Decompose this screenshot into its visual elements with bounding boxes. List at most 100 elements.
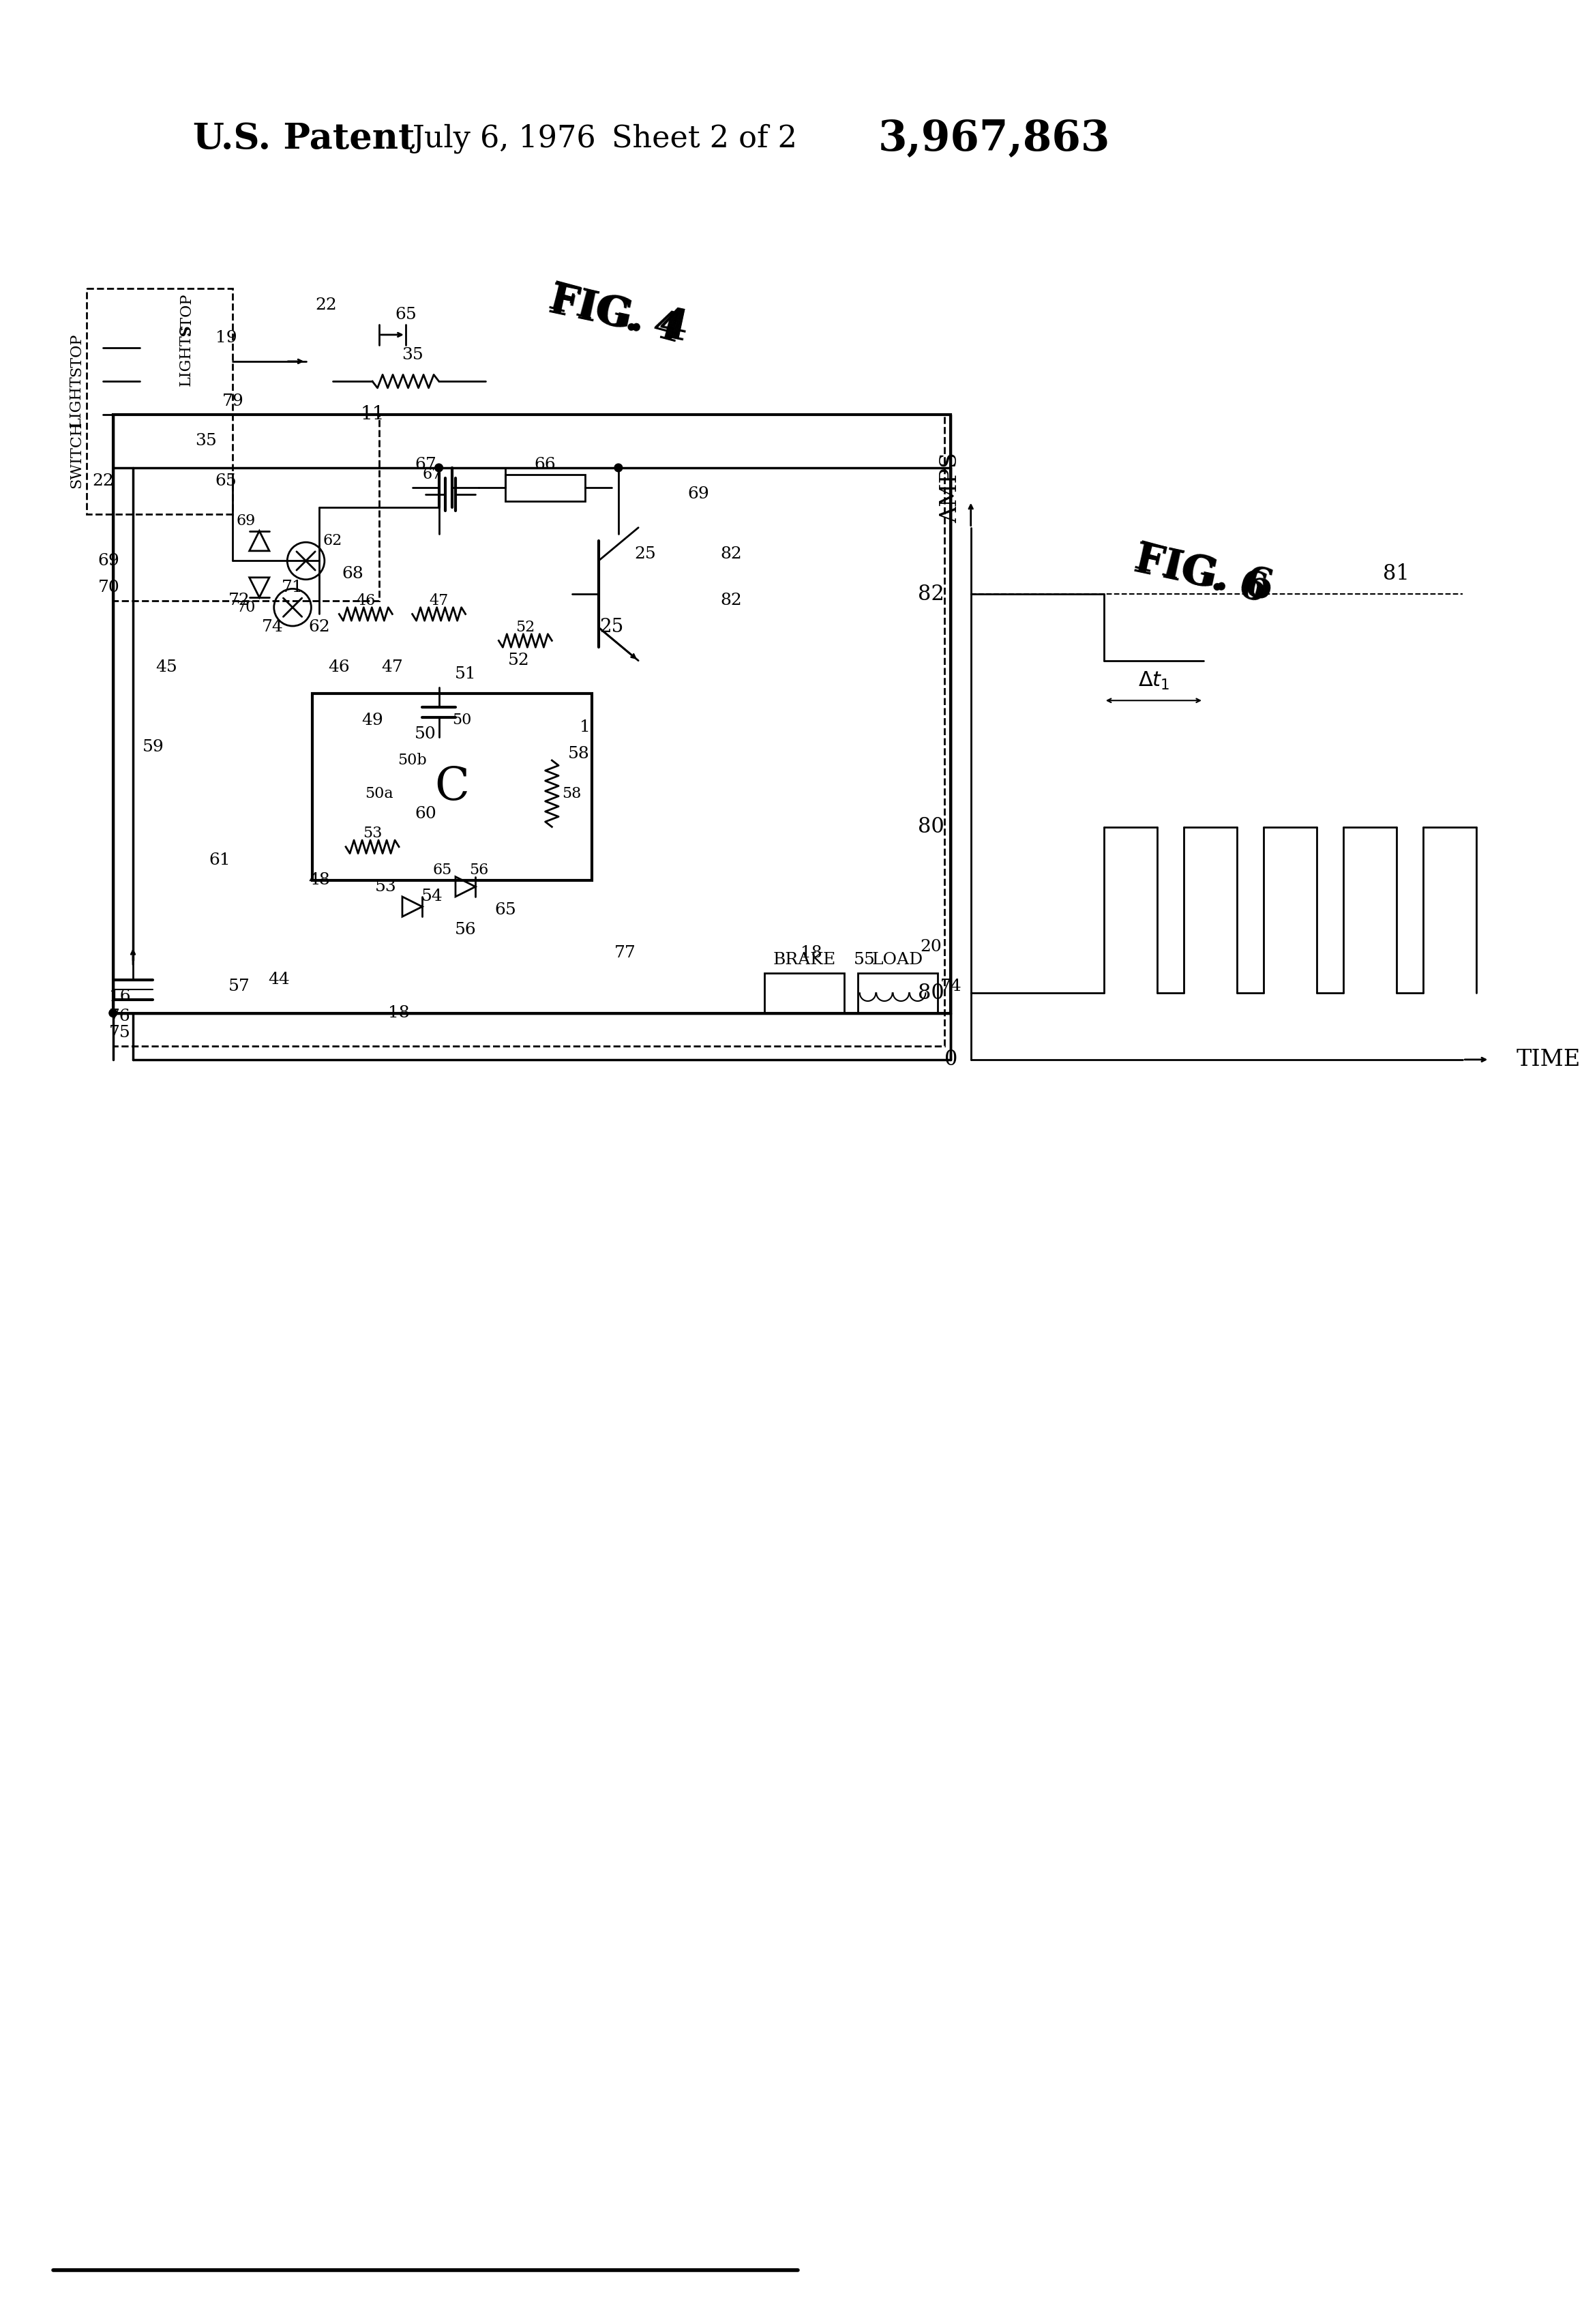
Text: 67: 67 bbox=[422, 467, 441, 481]
Text: 52: 52 bbox=[516, 621, 535, 634]
Bar bbox=[87, 288, 233, 514]
Text: 51: 51 bbox=[454, 667, 476, 681]
Text: TIME: TIME bbox=[1516, 1048, 1580, 1071]
Text: 79: 79 bbox=[221, 393, 244, 409]
Text: 53: 53 bbox=[362, 825, 381, 841]
Text: 59: 59 bbox=[142, 739, 165, 755]
Bar bbox=[112, 414, 380, 602]
Text: 54: 54 bbox=[421, 888, 443, 904]
Text: Sheet 2 of 2: Sheet 2 of 2 bbox=[612, 123, 797, 153]
Text: 25: 25 bbox=[634, 546, 657, 562]
Text: SWITCH: SWITCH bbox=[70, 421, 84, 488]
Circle shape bbox=[435, 465, 443, 472]
Text: $\Delta t_1$: $\Delta t_1$ bbox=[1137, 669, 1169, 690]
Text: 69: 69 bbox=[98, 553, 120, 569]
Text: 65: 65 bbox=[215, 474, 237, 488]
Text: 56: 56 bbox=[454, 923, 476, 939]
Text: 56: 56 bbox=[470, 862, 489, 878]
Bar bbox=[112, 414, 951, 1013]
Text: 69: 69 bbox=[236, 514, 256, 528]
Text: 48: 48 bbox=[308, 872, 331, 888]
Text: 60: 60 bbox=[414, 806, 437, 820]
Bar bbox=[764, 974, 845, 1013]
Text: 49: 49 bbox=[362, 713, 383, 727]
Text: LIGHTS: LIGHTS bbox=[179, 323, 193, 386]
Text: 75: 75 bbox=[109, 1025, 131, 1041]
Text: C: C bbox=[435, 765, 470, 809]
Text: 11: 11 bbox=[361, 404, 384, 423]
Text: 70: 70 bbox=[236, 600, 256, 616]
Text: 58: 58 bbox=[568, 746, 590, 762]
Text: LIGHT: LIGHT bbox=[70, 376, 84, 428]
Bar bbox=[505, 474, 585, 502]
Text: 71: 71 bbox=[282, 579, 304, 595]
Text: 68: 68 bbox=[342, 567, 364, 581]
Text: 82: 82 bbox=[721, 546, 742, 562]
Text: FIG. 6: FIG. 6 bbox=[1131, 539, 1270, 609]
Text: 50a: 50a bbox=[365, 786, 394, 802]
Text: 67: 67 bbox=[414, 456, 437, 472]
Text: 65: 65 bbox=[432, 862, 452, 878]
Text: FIG. 4: FIG. 4 bbox=[546, 279, 685, 351]
Text: 35: 35 bbox=[402, 346, 422, 363]
Text: 45: 45 bbox=[155, 660, 177, 674]
Text: LOAD: LOAD bbox=[872, 953, 924, 967]
Text: 46: 46 bbox=[329, 660, 350, 674]
Text: 81: 81 bbox=[1383, 565, 1410, 586]
Text: 20: 20 bbox=[921, 939, 941, 955]
Bar bbox=[313, 695, 592, 881]
Text: STOP: STOP bbox=[179, 293, 193, 337]
Text: 3,967,863: 3,967,863 bbox=[878, 119, 1111, 158]
Text: 44: 44 bbox=[269, 971, 290, 988]
Text: 74: 74 bbox=[940, 978, 962, 995]
Text: 25: 25 bbox=[600, 618, 623, 637]
Bar bbox=[112, 414, 944, 1046]
Text: 16: 16 bbox=[109, 988, 130, 1004]
Text: 50: 50 bbox=[452, 713, 471, 727]
Text: 52: 52 bbox=[508, 653, 530, 669]
Text: 65: 65 bbox=[395, 307, 416, 323]
Text: 47: 47 bbox=[381, 660, 403, 674]
Text: FIG. 6: FIG. 6 bbox=[1131, 539, 1277, 609]
Text: 35: 35 bbox=[195, 432, 217, 449]
Text: 66: 66 bbox=[535, 456, 557, 472]
Text: 50: 50 bbox=[414, 725, 437, 741]
Text: STOP: STOP bbox=[70, 332, 84, 376]
Text: 65: 65 bbox=[495, 902, 516, 918]
Text: 46: 46 bbox=[356, 593, 375, 609]
Text: 82: 82 bbox=[918, 583, 944, 604]
Text: 47: 47 bbox=[429, 593, 449, 609]
Text: U.S. Patent: U.S. Patent bbox=[193, 121, 414, 156]
Text: July 6, 1976: July 6, 1976 bbox=[413, 123, 596, 153]
Text: FIG. 4: FIG. 4 bbox=[546, 281, 691, 349]
Text: 80: 80 bbox=[918, 983, 944, 1004]
Text: 80: 80 bbox=[918, 816, 944, 837]
Text: AMPS: AMPS bbox=[940, 453, 962, 523]
Text: 22: 22 bbox=[315, 297, 337, 314]
Text: 0: 0 bbox=[944, 1048, 957, 1069]
Text: 74: 74 bbox=[261, 621, 283, 634]
Text: 62: 62 bbox=[308, 621, 331, 634]
Text: 58: 58 bbox=[562, 786, 582, 802]
Text: 1: 1 bbox=[579, 718, 590, 734]
Text: 19: 19 bbox=[215, 330, 237, 346]
Text: 82: 82 bbox=[721, 593, 742, 609]
Text: 22: 22 bbox=[92, 474, 114, 488]
Text: 57: 57 bbox=[228, 978, 250, 995]
Text: 69: 69 bbox=[687, 486, 709, 502]
Bar bbox=[857, 974, 938, 1013]
Text: 55: 55 bbox=[854, 953, 875, 967]
Text: 62: 62 bbox=[323, 535, 342, 548]
Text: 72: 72 bbox=[228, 593, 250, 609]
Text: 70: 70 bbox=[98, 579, 120, 595]
Text: 76: 76 bbox=[109, 1009, 131, 1025]
Text: 18: 18 bbox=[388, 1006, 410, 1020]
Text: 61: 61 bbox=[209, 853, 231, 867]
Text: BRAKE: BRAKE bbox=[774, 953, 835, 967]
Text: 50b: 50b bbox=[397, 753, 427, 767]
Text: 77: 77 bbox=[614, 946, 636, 962]
Text: 18: 18 bbox=[800, 946, 823, 962]
Text: 53: 53 bbox=[375, 878, 397, 895]
Circle shape bbox=[614, 465, 622, 472]
Circle shape bbox=[109, 1009, 117, 1018]
